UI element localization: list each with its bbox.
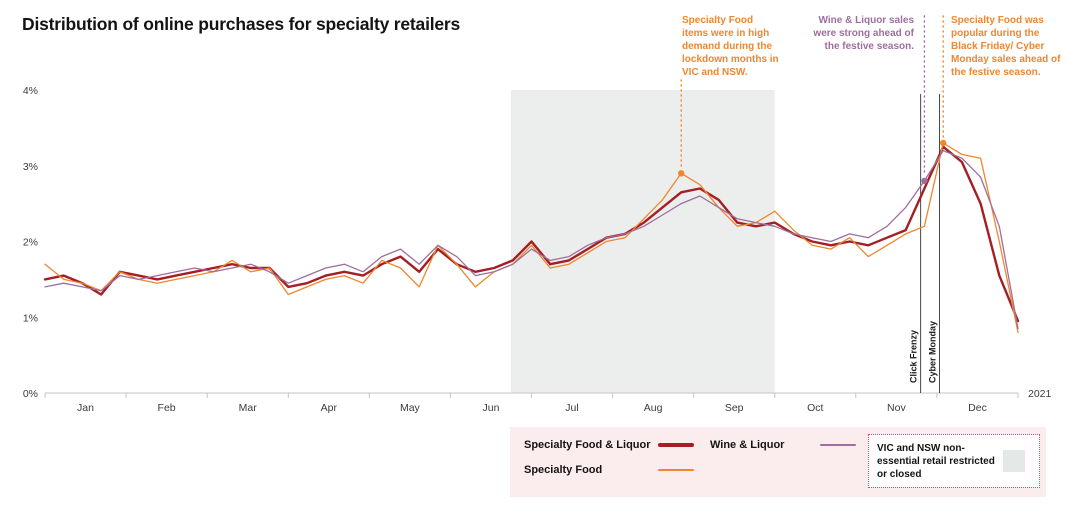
legend-line-sample-wine-liquor	[820, 444, 856, 446]
svg-text:Jun: Jun	[483, 402, 500, 414]
svg-text:3%: 3%	[23, 161, 38, 173]
svg-text:Nov: Nov	[887, 402, 906, 414]
svg-text:Mar: Mar	[239, 402, 258, 414]
svg-text:2021: 2021	[1028, 388, 1052, 400]
legend-restriction-note-box: VIC and NSW non-essential retail restric…	[868, 434, 1040, 488]
svg-text:Oct: Oct	[807, 402, 823, 414]
annotation-wine-liquor-festive: Wine & Liquor sales were strong ahead of…	[813, 15, 914, 52]
svg-text:Apr: Apr	[321, 402, 338, 414]
line-chart: 0% 1% 2% 3% 4% Jan Feb Mar Apr May Jun Jul Aug Sep Oct…	[23, 15, 1052, 414]
legend-line-sample-specialty-food-liquor	[658, 443, 694, 447]
svg-text:May: May	[400, 402, 421, 414]
legend-restriction-note: VIC and NSW non-essential retail restric…	[877, 442, 995, 480]
svg-text:Jan: Jan	[77, 402, 94, 414]
legend-label-specialty-food-liquor: Specialty Food & Liquor	[524, 439, 651, 451]
svg-text:Jul: Jul	[565, 402, 578, 414]
svg-text:Click Frenzy: Click Frenzy	[909, 330, 919, 383]
svg-text:0%: 0%	[23, 388, 38, 400]
annotation-black-friday: Specialty Food was popular during the Bl…	[951, 15, 1061, 78]
svg-text:Aug: Aug	[644, 402, 663, 414]
legend: Specialty Food & Liquor Specialty Food W…	[510, 427, 1046, 497]
svg-text:4%: 4%	[23, 85, 38, 97]
legend-label-wine-liquor: Wine & Liquor	[710, 439, 785, 451]
svg-text:Sep: Sep	[725, 402, 744, 414]
restriction-shade-swatch	[1003, 450, 1025, 472]
svg-text:2%: 2%	[23, 237, 38, 249]
svg-text:Cyber Monday: Cyber Monday	[927, 321, 937, 383]
svg-text:Dec: Dec	[968, 402, 987, 414]
svg-text:Feb: Feb	[158, 402, 176, 414]
svg-text:1%: 1%	[23, 312, 38, 324]
legend-line-sample-specialty-food	[658, 469, 694, 471]
legend-label-specialty-food: Specialty Food	[524, 464, 603, 476]
page-title: Distribution of online purchases for spe…	[22, 14, 461, 34]
annotation-lockdown-demand: Specialty Food items were in high demand…	[682, 15, 779, 78]
